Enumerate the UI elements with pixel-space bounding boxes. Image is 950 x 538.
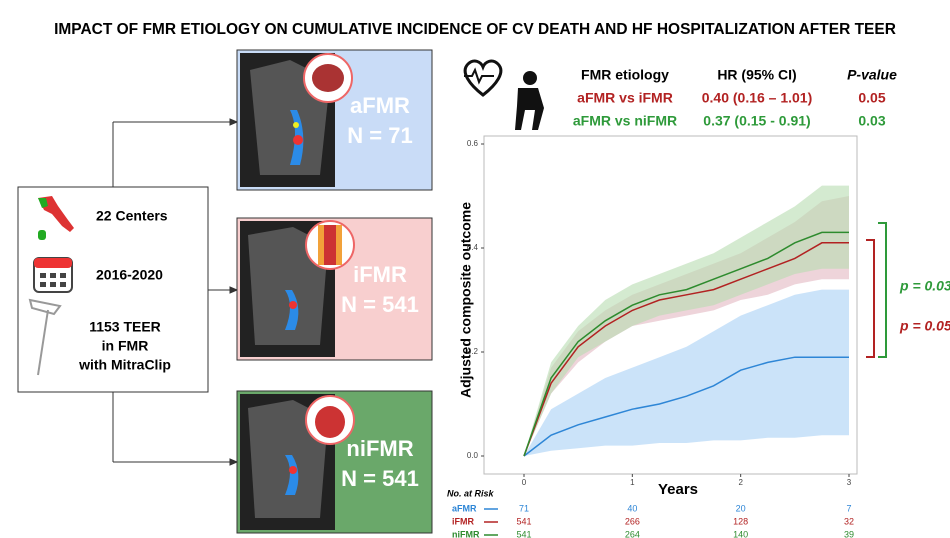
y-tick-label: 0.4 (467, 243, 479, 252)
calendar-icon (34, 258, 72, 292)
risk-count: 39 (844, 529, 854, 538)
x-tick-label: 1 (630, 478, 635, 487)
graphical-abstract: IMPACT OF FMR ETIOLOGY ON CUMULATIVE INC… (0, 0, 950, 538)
x-tick-label: 0 (522, 478, 527, 487)
y-tick-label: 0.6 (467, 139, 479, 148)
bracket (878, 223, 886, 357)
hr-cell: 0.05 (858, 90, 885, 106)
group-n: N = 541 (341, 466, 419, 491)
hr-cell: 0.37 (0.15 - 0.91) (703, 113, 810, 129)
annotation: p = 0.03 (899, 278, 950, 294)
population: in FMR (102, 338, 149, 354)
population: 1153 TEER (89, 319, 161, 335)
hr-cell: 0.40 (0.16 – 1.01) (702, 90, 813, 106)
hr-cell: aFMR vs iFMR (577, 90, 673, 106)
risk-count: 32 (844, 516, 854, 526)
heart-icon (464, 61, 501, 95)
group-n: N = 71 (347, 123, 412, 148)
x-tick-label: 3 (847, 478, 852, 487)
population: with MitraClip (78, 357, 171, 373)
person-icon (515, 71, 544, 130)
x-tick-label: 2 (738, 478, 743, 487)
risk-table-label: No. at Risk (447, 488, 495, 498)
period: 2016-2020 (96, 267, 163, 283)
risk-row-name: niFMR (452, 529, 480, 538)
risk-count: 541 (516, 529, 531, 538)
risk-count: 128 (733, 516, 748, 526)
group-name: aFMR (350, 93, 410, 118)
hr-cell: aFMR vs niFMR (573, 113, 677, 129)
page: IMPACT OF FMR ETIOLOGY ON CUMULATIVE INC… (0, 0, 950, 538)
bracket (866, 240, 874, 357)
risk-count: 264 (625, 529, 640, 538)
hr-cell: 0.03 (858, 113, 885, 129)
x-axis-label: Years (658, 481, 698, 498)
risk-count: 40 (627, 503, 637, 513)
risk-row-name: aFMR (452, 503, 477, 513)
y-tick-label: 0.0 (467, 451, 479, 460)
y-tick-label: 0.2 (467, 347, 479, 356)
group-panel: niFMR N = 541 (237, 391, 432, 533)
group-panel: iFMR N = 541 (237, 218, 432, 360)
annotation: p = 0.05 (899, 318, 950, 334)
hr-header: P-value (847, 67, 897, 83)
group-n: N = 541 (341, 292, 419, 317)
centers: 22 Centers (96, 208, 168, 224)
risk-count: 7 (846, 503, 851, 513)
hr-header: HR (95% CI) (717, 67, 796, 83)
page-title: IMPACT OF FMR ETIOLOGY ON CUMULATIVE INC… (54, 21, 896, 38)
hr-header: FMR etiology (581, 67, 669, 83)
risk-count: 266 (625, 516, 640, 526)
y-axis-label: Adjusted composite outcome (458, 202, 474, 398)
risk-row-name: iFMR (452, 516, 474, 526)
group-name: iFMR (353, 262, 407, 287)
risk-count: 140 (733, 529, 748, 538)
risk-count: 541 (516, 516, 531, 526)
risk-count: 71 (519, 503, 529, 513)
risk-count: 20 (736, 503, 746, 513)
group-name: niFMR (346, 436, 413, 461)
group-panel: aFMR N = 71 (237, 50, 432, 190)
